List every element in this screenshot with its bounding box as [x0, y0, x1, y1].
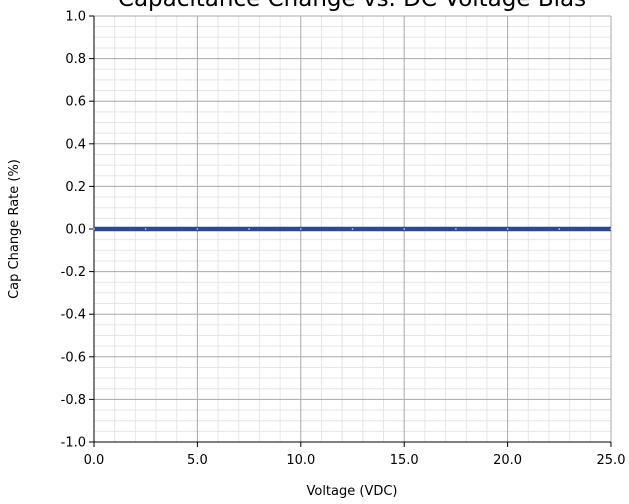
x-tick-label: 0.0	[84, 453, 105, 468]
y-tick-label: 0.0	[65, 223, 86, 238]
series-layer	[93, 226, 612, 232]
x-tick-label: 10.0	[286, 453, 315, 468]
series-point	[196, 228, 199, 230]
series-point	[351, 228, 354, 230]
x-axis-label: Voltage (VDC)	[306, 484, 397, 499]
y-tick-label: -0.2	[61, 265, 86, 280]
x-tick-label: 5.0	[187, 453, 208, 468]
x-tick-label: 20.0	[493, 453, 522, 468]
series-point	[610, 228, 612, 230]
x-tick-label: 15.0	[390, 453, 419, 468]
series-point	[300, 228, 302, 230]
series-point	[403, 228, 406, 230]
series-point	[93, 228, 95, 230]
y-tick-label: -0.4	[61, 308, 86, 323]
series-point	[506, 228, 509, 230]
y-tick-label: -0.8	[61, 393, 86, 408]
y-tick-label: 1.0	[65, 10, 86, 25]
y-tick-label: -1.0	[61, 436, 86, 451]
series-point	[455, 228, 457, 230]
tick-labels: 0.0 5.0 10.0 15.0 20.0 25.0 -1.0 -0.8 -0.6 -0.4 -0…	[61, 10, 626, 469]
y-tick-label: 0.6	[65, 95, 86, 110]
series-point	[248, 228, 250, 230]
y-tick-label: 0.4	[65, 137, 86, 152]
y-tick-label: -0.6	[61, 350, 86, 365]
y-tick-label: 0.2	[65, 180, 86, 195]
series-point	[558, 228, 561, 230]
chart-title: Capacitance Change vs. DC Voltage Bias	[118, 0, 586, 12]
y-tick-label: 0.8	[65, 52, 86, 67]
x-tick-label: 25.0	[597, 453, 626, 468]
y-axis-label: Cap Change Rate (%)	[7, 159, 22, 299]
axes	[89, 15, 612, 447]
series-point	[144, 228, 147, 230]
